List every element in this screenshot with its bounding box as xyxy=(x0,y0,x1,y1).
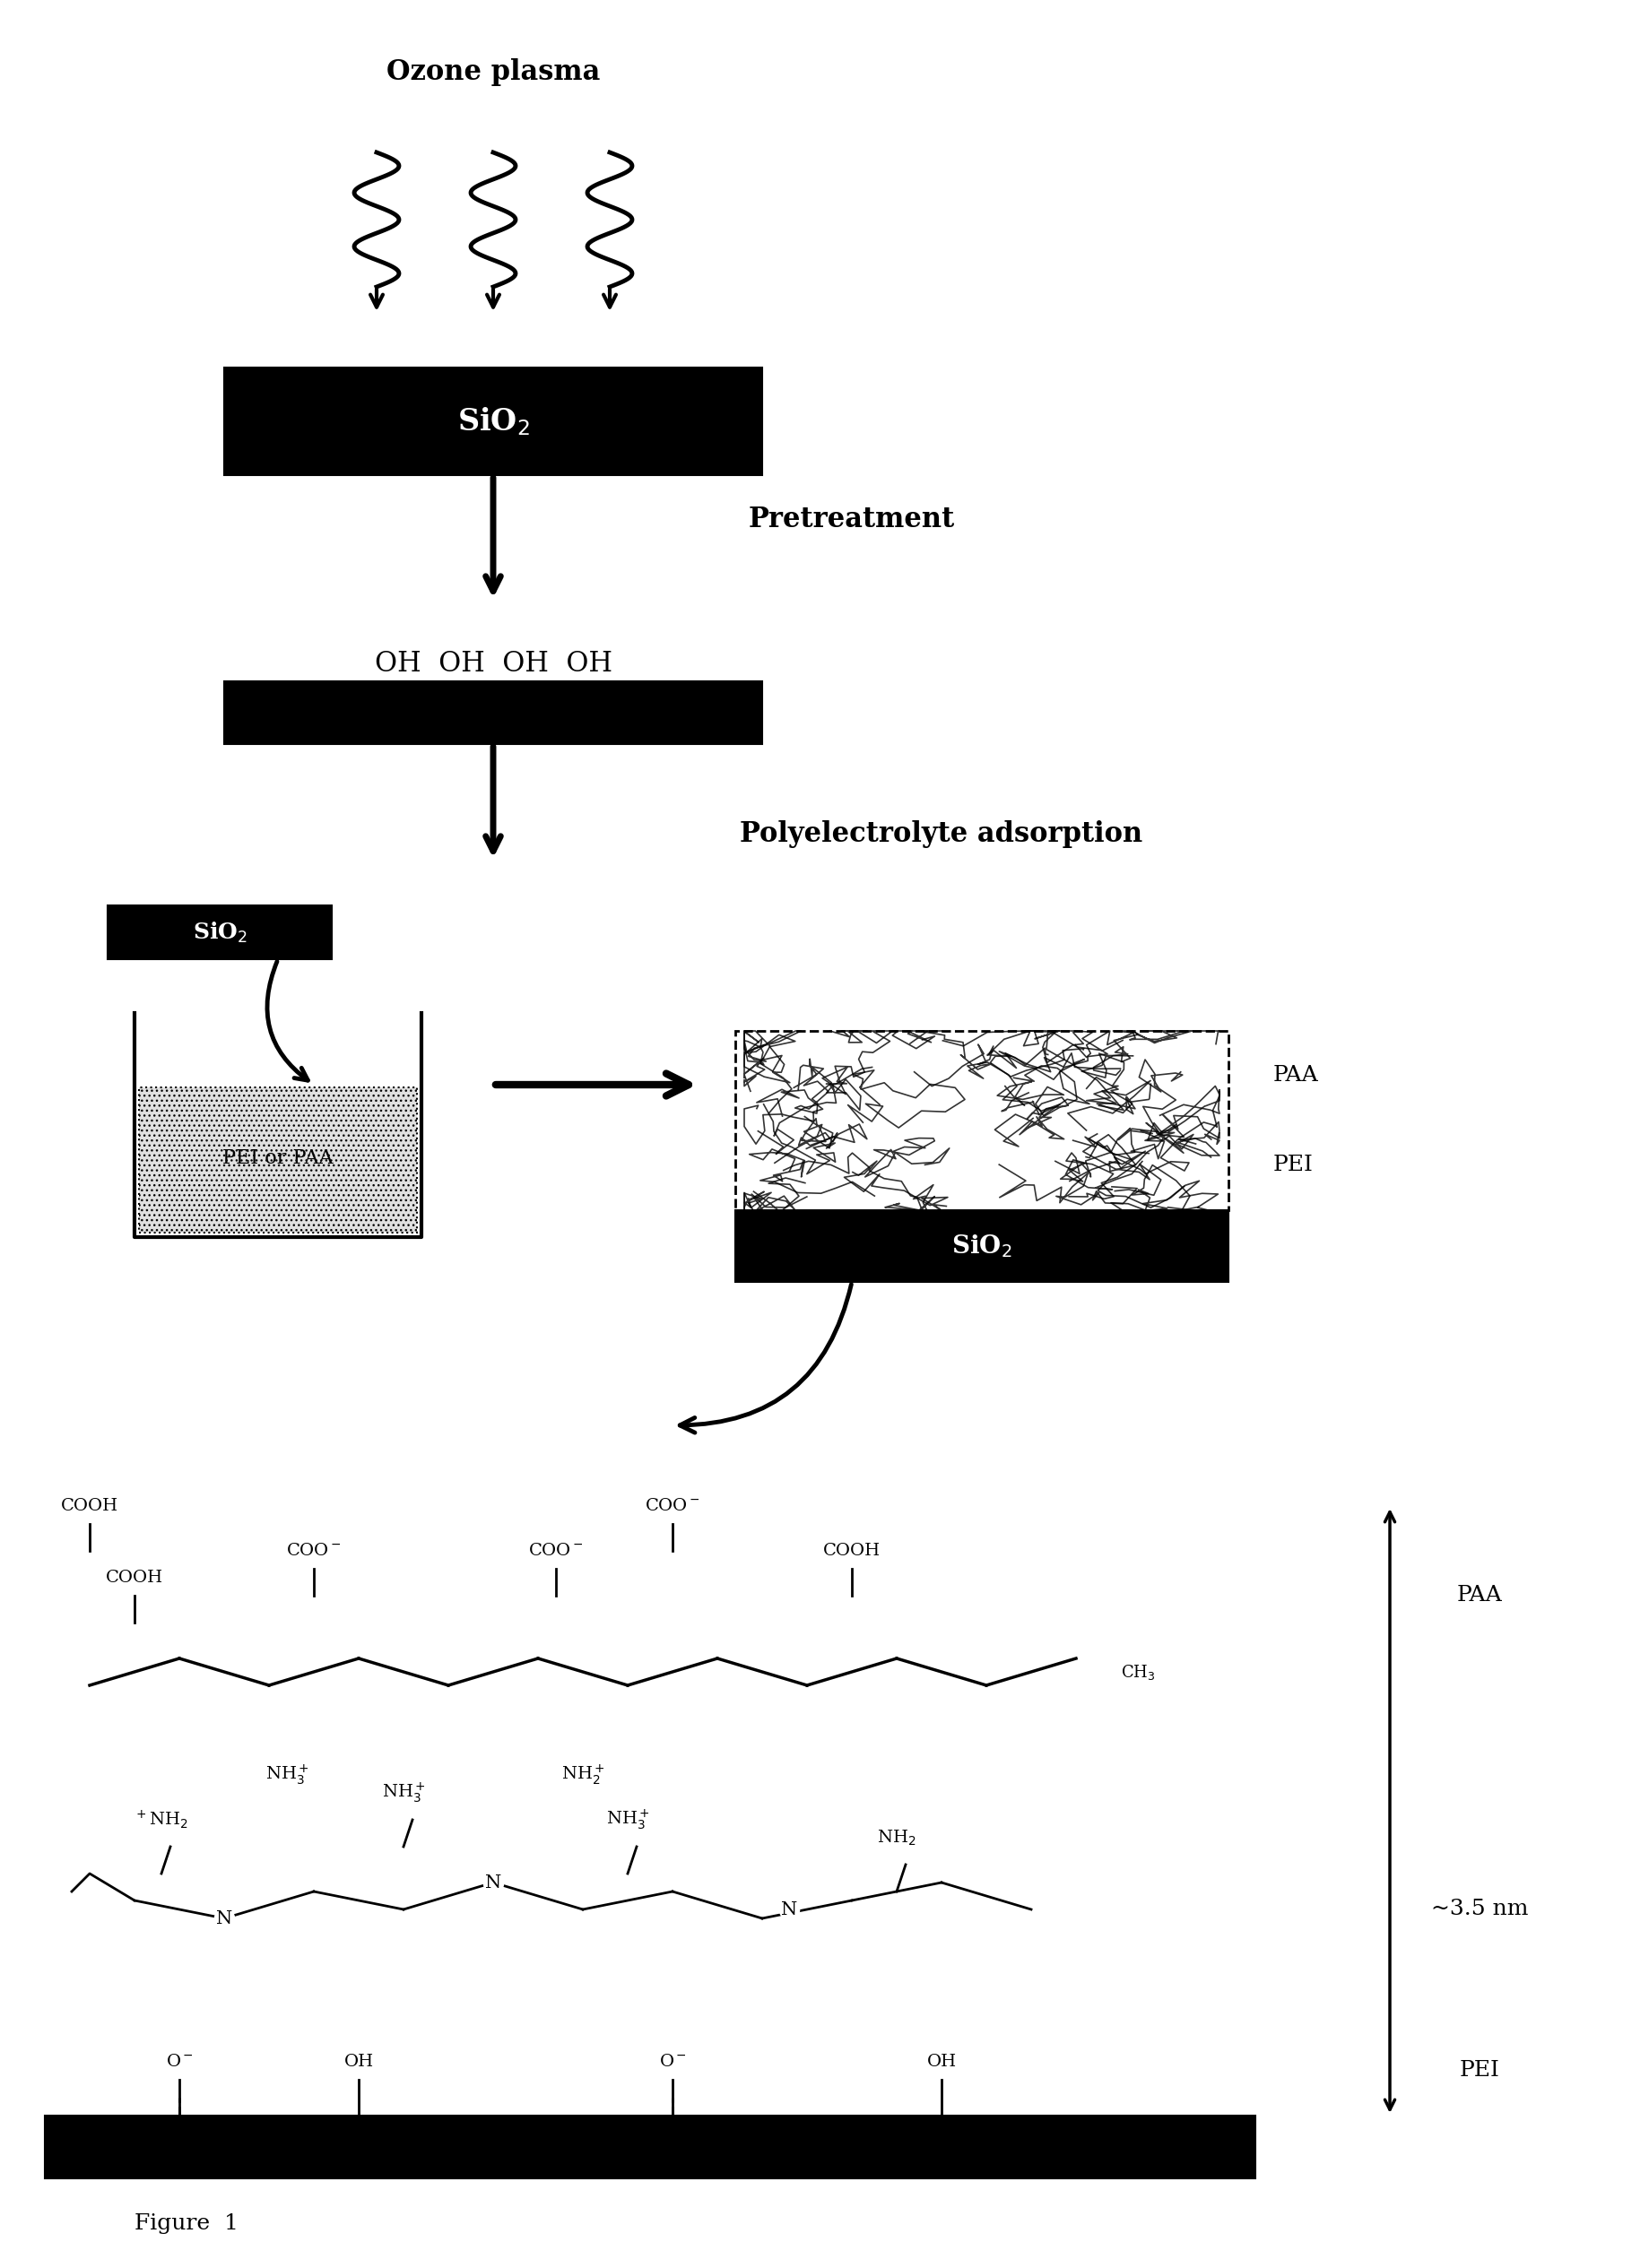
Text: PEI: PEI xyxy=(1459,2059,1499,2082)
Text: SiO$_2$: SiO$_2$ xyxy=(951,1234,1011,1259)
Text: PEI or PAA: PEI or PAA xyxy=(223,1150,333,1168)
Text: OH: OH xyxy=(927,2055,956,2071)
Text: O$^-$: O$^-$ xyxy=(658,2055,686,2071)
Text: COO$^-$: COO$^-$ xyxy=(285,1542,341,1558)
Text: NH$_3^+$: NH$_3^+$ xyxy=(381,1780,425,1805)
Text: PAA: PAA xyxy=(1456,1585,1502,1606)
Text: O$^-$: O$^-$ xyxy=(165,2055,193,2071)
Text: N: N xyxy=(780,1901,796,1919)
Text: SiO$_2$: SiO$_2$ xyxy=(457,406,529,438)
Text: N: N xyxy=(216,1910,233,1928)
Text: PAA: PAA xyxy=(1273,1066,1318,1086)
Bar xyxy=(139,1086,417,1232)
Text: COO$^-$: COO$^-$ xyxy=(645,1497,699,1515)
Text: Figure  1: Figure 1 xyxy=(135,2214,237,2234)
Text: NH$_2$: NH$_2$ xyxy=(877,1828,915,1846)
Text: COOH: COOH xyxy=(106,1569,163,1585)
Bar xyxy=(107,905,331,959)
Text: OH  OH  OH  OH: OH OH OH OH xyxy=(374,649,612,678)
Text: Polyelectrolyte adsorption: Polyelectrolyte adsorption xyxy=(740,819,1143,848)
Text: Ozone plasma: Ozone plasma xyxy=(386,57,600,86)
Text: SiO$_2$: SiO$_2$ xyxy=(193,921,247,943)
Bar xyxy=(735,1211,1229,1281)
Bar xyxy=(224,367,762,474)
Text: Pretreatment: Pretreatment xyxy=(749,506,955,533)
Text: COOH: COOH xyxy=(61,1497,119,1515)
Text: $^+$NH$_2$: $^+$NH$_2$ xyxy=(134,1810,188,1830)
Text: CH$_3$: CH$_3$ xyxy=(1120,1662,1154,1681)
Bar xyxy=(45,2116,1255,2177)
Text: NH$_2^+$: NH$_2^+$ xyxy=(561,1762,605,1787)
Text: PEI: PEI xyxy=(1273,1154,1313,1175)
Text: COO$^-$: COO$^-$ xyxy=(528,1542,584,1558)
Text: OH: OH xyxy=(343,2055,373,2071)
Text: NH$_3^+$: NH$_3^+$ xyxy=(265,1762,308,1787)
Text: ~3.5 nm: ~3.5 nm xyxy=(1430,1898,1527,1919)
Text: N: N xyxy=(485,1873,501,1892)
Bar xyxy=(224,680,762,744)
Bar xyxy=(735,1032,1229,1211)
Text: COOH: COOH xyxy=(823,1542,881,1558)
Text: NH$_3^+$: NH$_3^+$ xyxy=(605,1808,650,1833)
